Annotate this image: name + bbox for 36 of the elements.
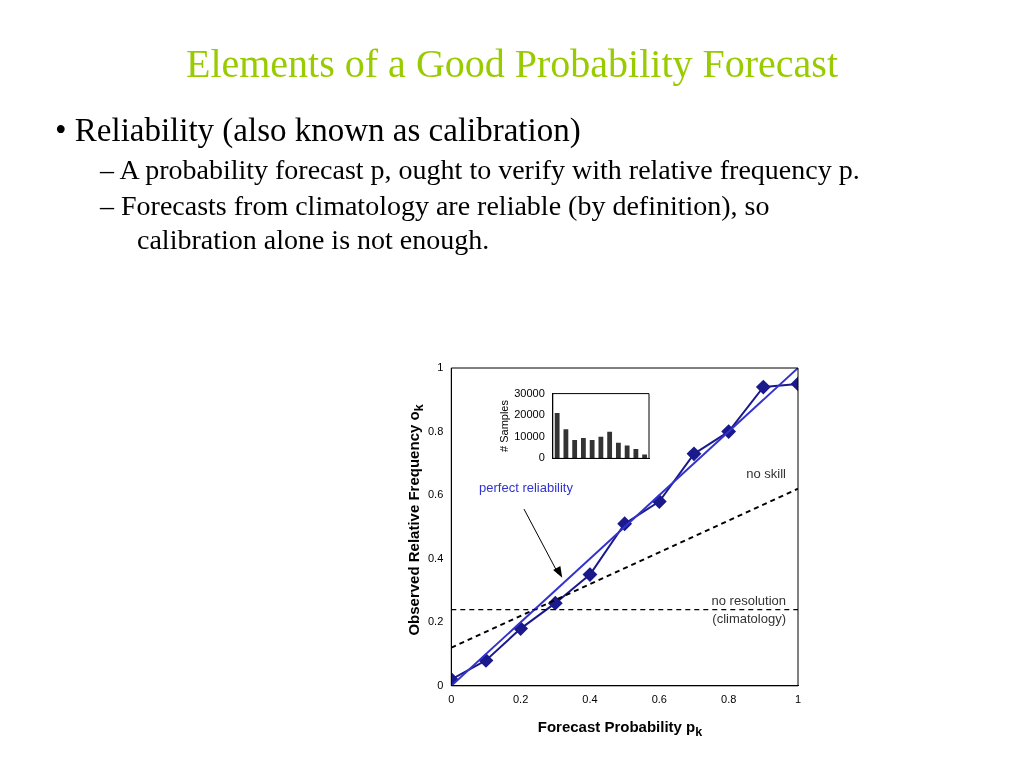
y-tick-label: 30000 xyxy=(514,386,545,399)
y-axis-title: # Samples xyxy=(497,399,510,452)
point xyxy=(756,380,771,395)
y-tick-label: 0.8 xyxy=(427,424,444,437)
point xyxy=(686,446,701,461)
y-tick-label: 0 xyxy=(437,678,444,691)
y-tick-label: 0.4 xyxy=(427,551,444,564)
y-tick-label: 0.6 xyxy=(427,488,444,501)
bar xyxy=(581,437,586,459)
y-tick-label: 0.2 xyxy=(427,615,444,628)
y-tick-label: 10000 xyxy=(514,429,545,442)
bar xyxy=(615,442,621,459)
bar xyxy=(589,440,595,459)
x-tick-label: 0.4 xyxy=(582,693,598,706)
bar xyxy=(554,413,560,459)
bar xyxy=(633,449,639,459)
x-tick-label: 0.6 xyxy=(651,693,667,706)
x-tick-label: 0.8 xyxy=(721,693,737,706)
bar xyxy=(624,445,630,459)
y-tick-label: 1 xyxy=(437,361,444,374)
x-tick-label: 0 xyxy=(448,693,455,706)
text: • Reliability (also known as calibration) xyxy=(55,112,582,149)
chart-title: Elements of a Good Probability Forecast xyxy=(184,40,840,87)
text: perfect reliability xyxy=(479,480,574,496)
bar xyxy=(607,431,613,459)
series-label: no skill xyxy=(746,465,787,481)
x-tick-label: 1 xyxy=(794,693,802,706)
y-tick-label: 0 xyxy=(538,451,545,464)
text: – Forecasts from climatology are reliable (by definition), so calibration alone is not enough. xyxy=(98,189,771,257)
bar xyxy=(572,440,578,459)
y-tick-label: 20000 xyxy=(514,408,545,421)
text: – A probability forecast p, ought to verify with relative frequency p. xyxy=(98,153,861,187)
point xyxy=(582,567,597,582)
ref-line-label: no resolution (climatology) xyxy=(711,592,786,626)
bar xyxy=(598,436,604,459)
x-axis-title: Forecast Probability p$_{k}$ xyxy=(536,718,704,739)
